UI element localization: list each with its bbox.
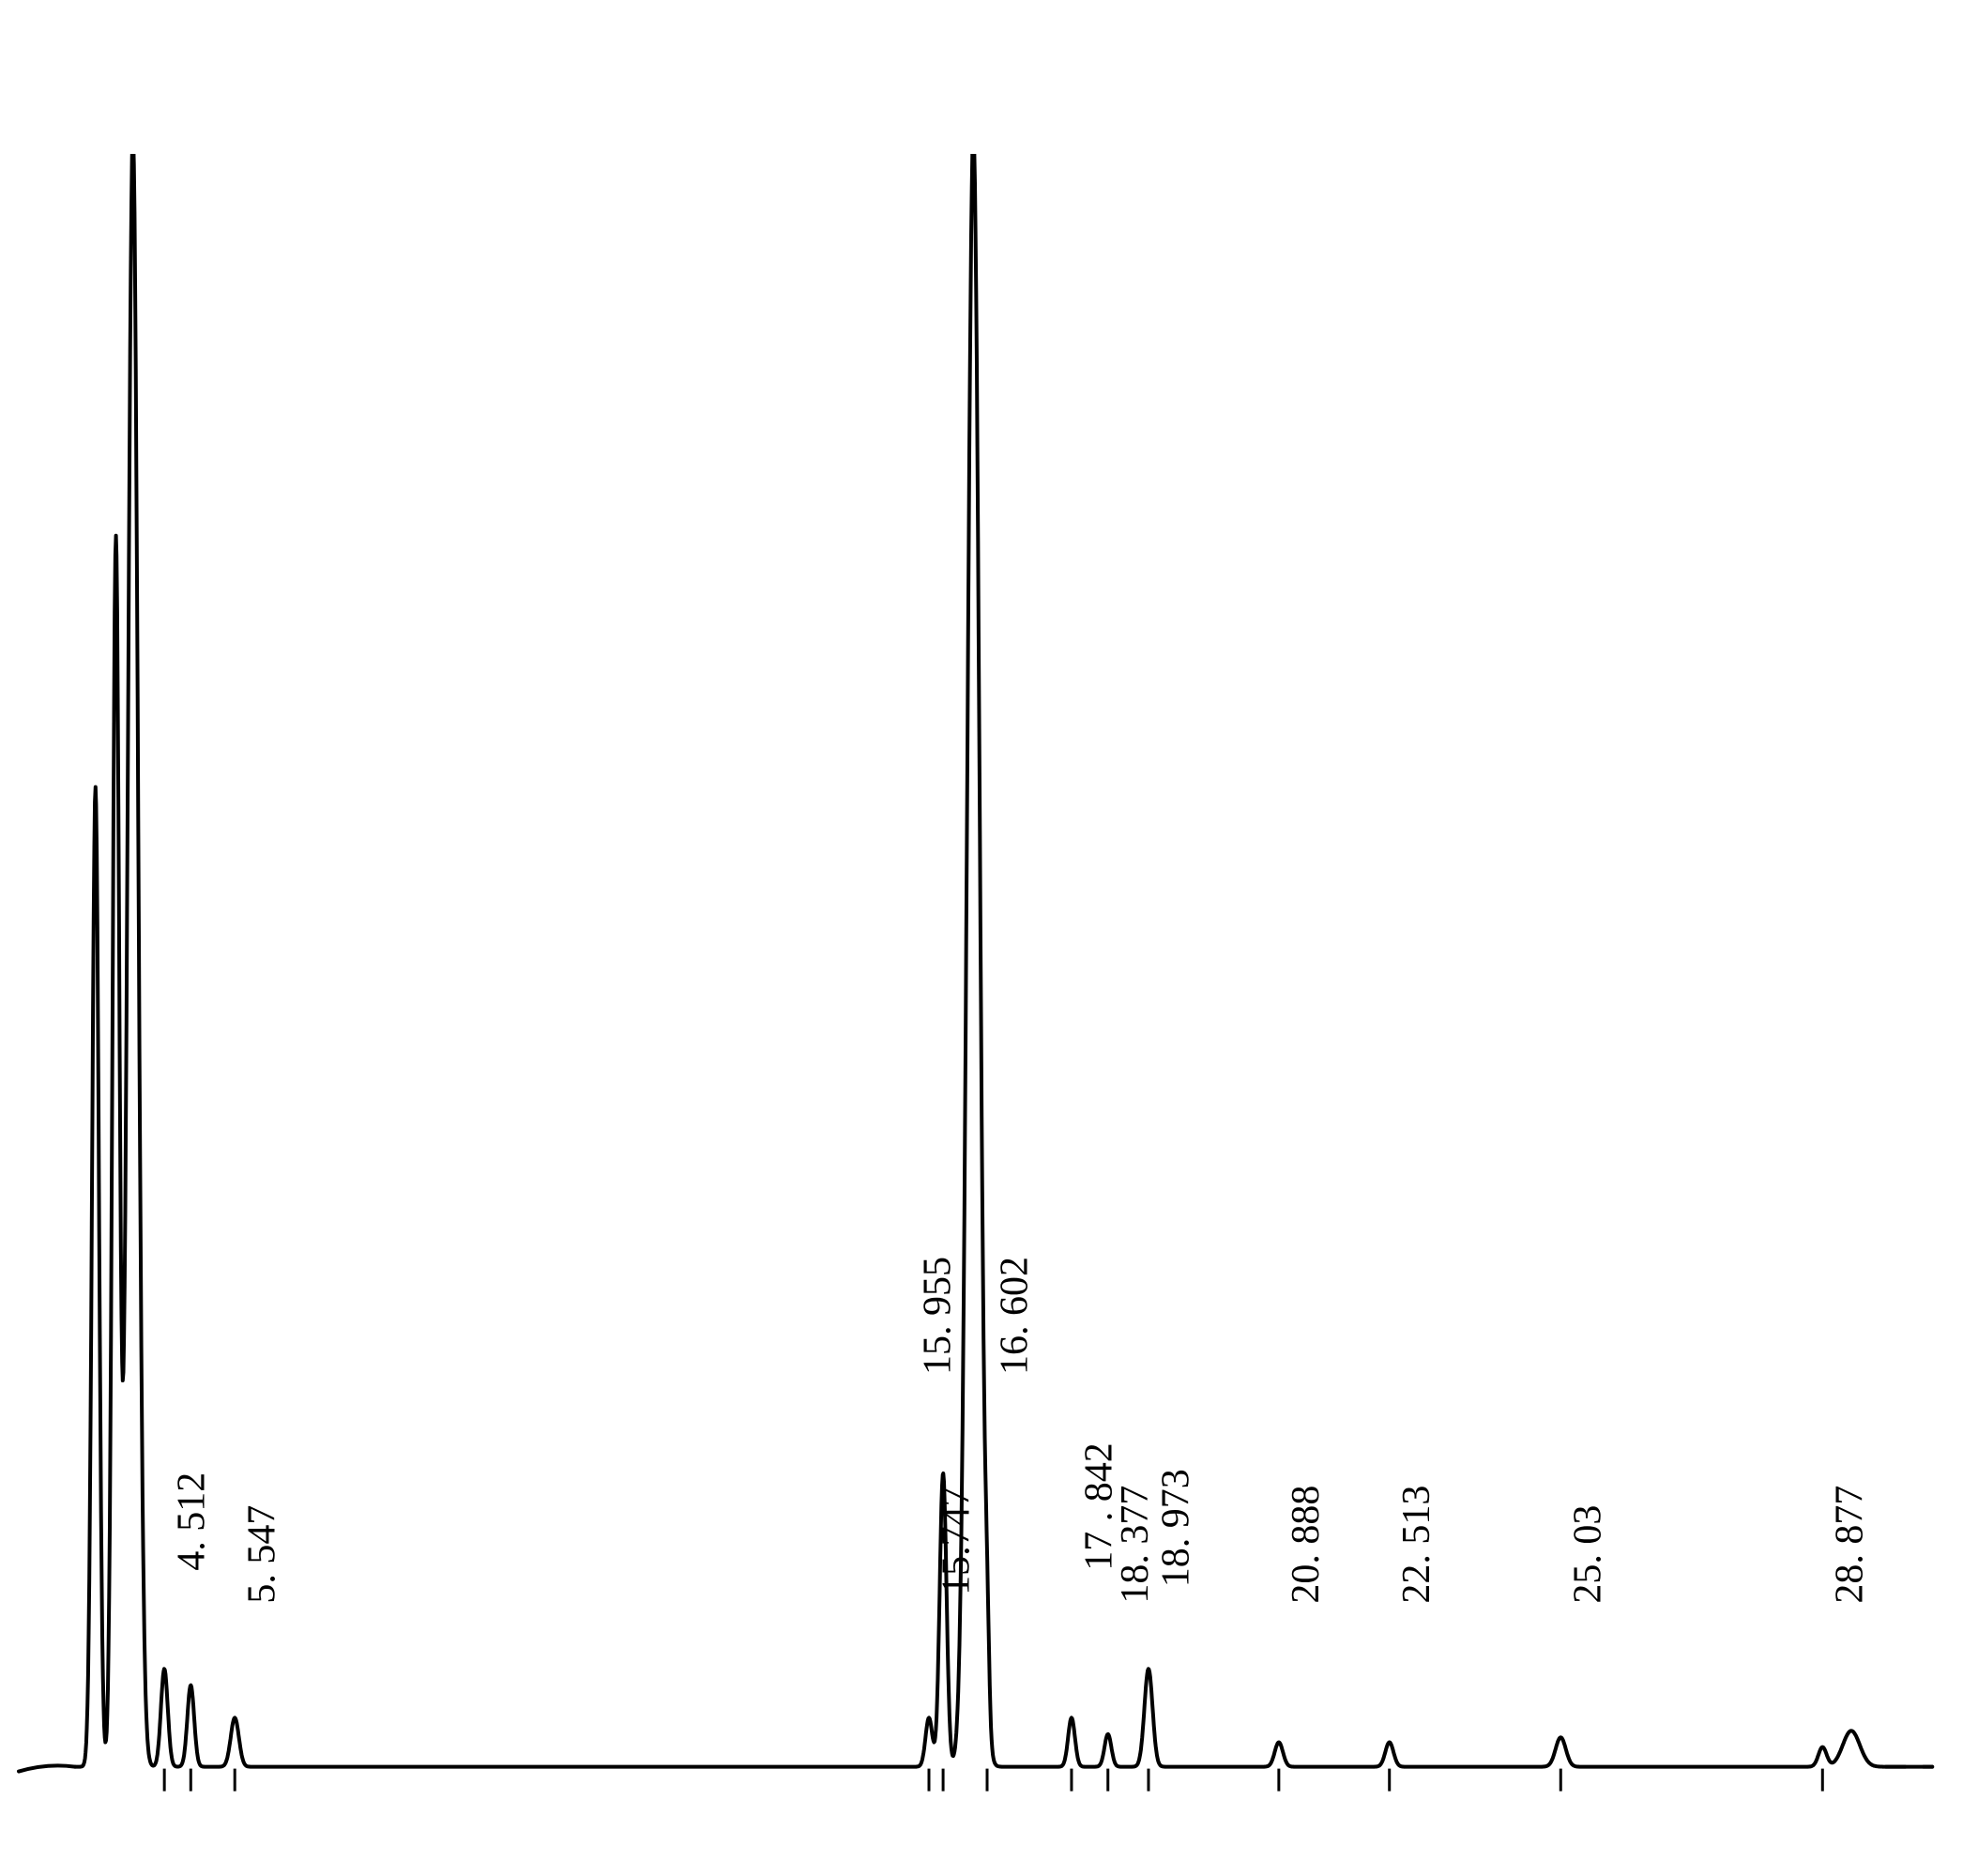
peak-label: 15.747: [935, 1487, 978, 1595]
chromatogram-plot: 4. 5125. 54715.74715. 95516. 60217 . 842…: [0, 0, 1978, 1876]
peak-label: 15. 955: [916, 1257, 959, 1375]
peak-label: 16. 602: [993, 1257, 1036, 1375]
peak-label: 5. 547: [241, 1505, 284, 1604]
peak-label: 18. 377: [1114, 1486, 1157, 1604]
peak-label: 22. 513: [1395, 1486, 1438, 1604]
peak-label: 25. 03: [1567, 1505, 1610, 1604]
peak-label: 4. 512: [170, 1472, 213, 1571]
peak-label: 18. 973: [1154, 1469, 1197, 1587]
chromatogram-svg: 4. 5125. 54715.74715. 95516. 60217 . 842…: [0, 0, 1978, 1876]
peak-label: 20. 888: [1285, 1486, 1328, 1604]
peak-label: 28. 877: [1829, 1486, 1872, 1604]
